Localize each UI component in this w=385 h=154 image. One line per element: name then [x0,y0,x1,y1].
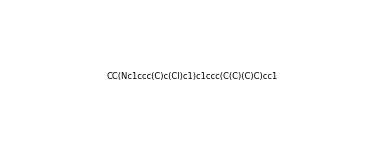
Text: CC(Nc1ccc(C)c(Cl)c1)c1ccc(C(C)(C)C)cc1: CC(Nc1ccc(C)c(Cl)c1)c1ccc(C(C)(C)C)cc1 [106,73,278,81]
